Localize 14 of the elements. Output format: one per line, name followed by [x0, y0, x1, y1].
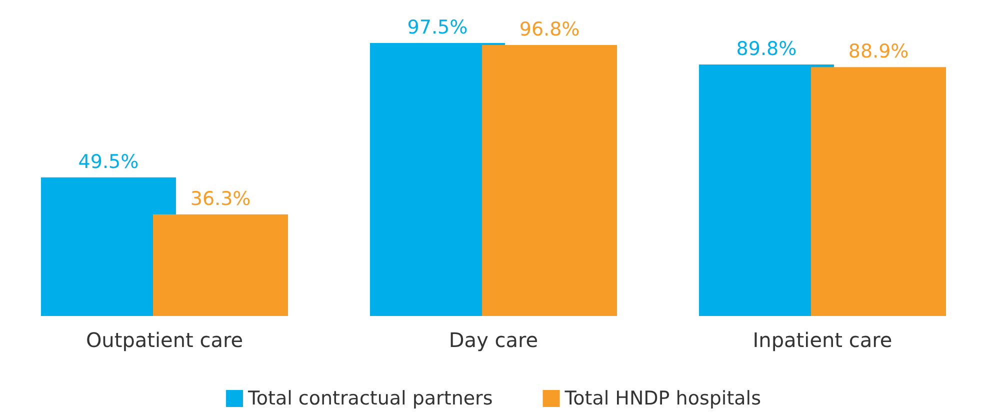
bar: [482, 44, 618, 316]
data-label: 88.9%: [848, 40, 909, 63]
data-label: 49.5%: [78, 150, 139, 173]
legend-label: Total contractual partners: [247, 388, 493, 410]
x-tick-label: Day care: [448, 328, 538, 352]
data-label: 36.3%: [190, 188, 251, 210]
x-tick-label: Inpatient care: [752, 328, 892, 352]
data-label: 89.8%: [736, 38, 797, 60]
legend-label: Total HNDP hospitals: [564, 388, 761, 410]
bar: [153, 214, 288, 316]
data-label: 97.5%: [407, 16, 468, 38]
data-label: 96.8%: [519, 18, 580, 40]
x-tick-label: Outpatient care: [86, 328, 244, 352]
bar: [811, 67, 946, 316]
